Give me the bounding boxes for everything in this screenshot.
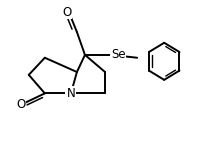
Text: O: O <box>62 6 72 19</box>
Text: O: O <box>16 98 25 111</box>
Text: Se: Se <box>111 48 126 61</box>
Text: N: N <box>66 87 75 100</box>
